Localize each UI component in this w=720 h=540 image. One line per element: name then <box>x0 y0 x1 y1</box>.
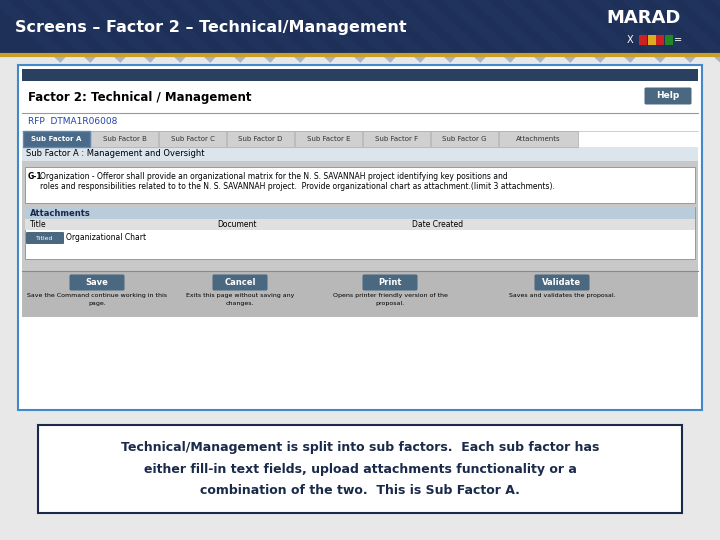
Text: Sub Factor C: Sub Factor C <box>171 136 215 142</box>
Text: roles and responsibilities related to to the N. S. SAVANNAH project.  Provide or: roles and responsibilities related to to… <box>40 182 555 191</box>
Bar <box>648 35 656 45</box>
FancyBboxPatch shape <box>70 274 125 291</box>
Text: page.: page. <box>88 301 106 306</box>
Text: G-1: G-1 <box>28 172 42 181</box>
Bar <box>22 69 698 81</box>
Bar <box>22 81 698 113</box>
Bar <box>499 131 578 147</box>
Text: Opens printer friendly version of the: Opens printer friendly version of the <box>333 293 447 298</box>
Text: either fill-in text fields, upload attachments functionality or a: either fill-in text fields, upload attac… <box>143 462 577 476</box>
Bar <box>159 131 226 147</box>
Text: Attachments: Attachments <box>516 136 561 142</box>
Text: =: = <box>674 35 682 45</box>
FancyBboxPatch shape <box>212 274 268 291</box>
Text: Validate: Validate <box>542 278 582 287</box>
Text: Print: Print <box>378 278 402 287</box>
Bar <box>23 131 90 147</box>
Bar <box>25 207 695 219</box>
Text: Sub Factor G: Sub Factor G <box>442 136 487 142</box>
Text: Attachments: Attachments <box>30 208 91 218</box>
Text: Saves and validates the proposal.: Saves and validates the proposal. <box>509 293 616 298</box>
Bar <box>25 167 695 203</box>
Bar <box>22 161 698 271</box>
Text: Sub Factor A : Management and Oversight: Sub Factor A : Management and Oversight <box>26 150 204 159</box>
Bar <box>38 425 682 513</box>
Text: Factor 2: Technical / Management: Factor 2: Technical / Management <box>28 91 251 104</box>
Bar <box>363 131 430 147</box>
Bar <box>665 35 673 45</box>
Text: Exits this page without saving any: Exits this page without saving any <box>186 293 294 298</box>
Text: Save: Save <box>86 278 109 287</box>
Text: Sub Factor E: Sub Factor E <box>307 136 350 142</box>
Bar <box>22 147 698 161</box>
Text: Sub Factor A: Sub Factor A <box>31 136 81 142</box>
Text: proposal.: proposal. <box>375 301 405 306</box>
Bar <box>227 131 294 147</box>
FancyBboxPatch shape <box>644 87 691 105</box>
Bar <box>22 113 698 131</box>
Text: MARAD: MARAD <box>607 9 681 27</box>
Text: RFP  DTMA1R06008: RFP DTMA1R06008 <box>28 118 117 126</box>
Bar <box>25 207 695 259</box>
Text: Organizational Chart: Organizational Chart <box>66 233 146 242</box>
Text: Screens – Factor 2 – Technical/Management: Screens – Factor 2 – Technical/Managemen… <box>15 20 407 35</box>
Text: combination of the two.  This is Sub Factor A.: combination of the two. This is Sub Fact… <box>200 484 520 497</box>
Text: changes.: changes. <box>226 301 254 306</box>
Text: Sub Factor B: Sub Factor B <box>102 136 146 142</box>
Text: Help: Help <box>657 91 680 100</box>
Bar <box>639 35 647 45</box>
Text: Save the Command continue working in this: Save the Command continue working in thi… <box>27 293 167 298</box>
FancyBboxPatch shape <box>26 232 64 244</box>
Text: Cancel: Cancel <box>224 278 256 287</box>
Text: Sub Factor D: Sub Factor D <box>238 136 283 142</box>
Text: Technical/Management is split into sub factors.  Each sub factor has: Technical/Management is split into sub f… <box>121 441 599 454</box>
Bar <box>295 131 362 147</box>
Bar <box>25 219 695 230</box>
Bar <box>431 131 498 147</box>
Text: Title: Title <box>30 220 47 229</box>
Text: Date Created: Date Created <box>412 220 463 229</box>
Text: Titled: Titled <box>36 235 54 240</box>
Text: Organization - Offeror shall provide an organizational matrix for the N. S. SAVA: Organization - Offeror shall provide an … <box>40 172 508 181</box>
Bar <box>22 271 698 317</box>
FancyBboxPatch shape <box>534 274 590 291</box>
Text: Sub Factor F: Sub Factor F <box>375 136 418 142</box>
Bar <box>91 131 158 147</box>
Text: Document: Document <box>217 220 256 229</box>
FancyBboxPatch shape <box>362 274 418 291</box>
Bar <box>656 35 664 45</box>
Text: X: X <box>626 35 634 45</box>
Bar <box>18 65 702 410</box>
Bar <box>0 0 720 55</box>
